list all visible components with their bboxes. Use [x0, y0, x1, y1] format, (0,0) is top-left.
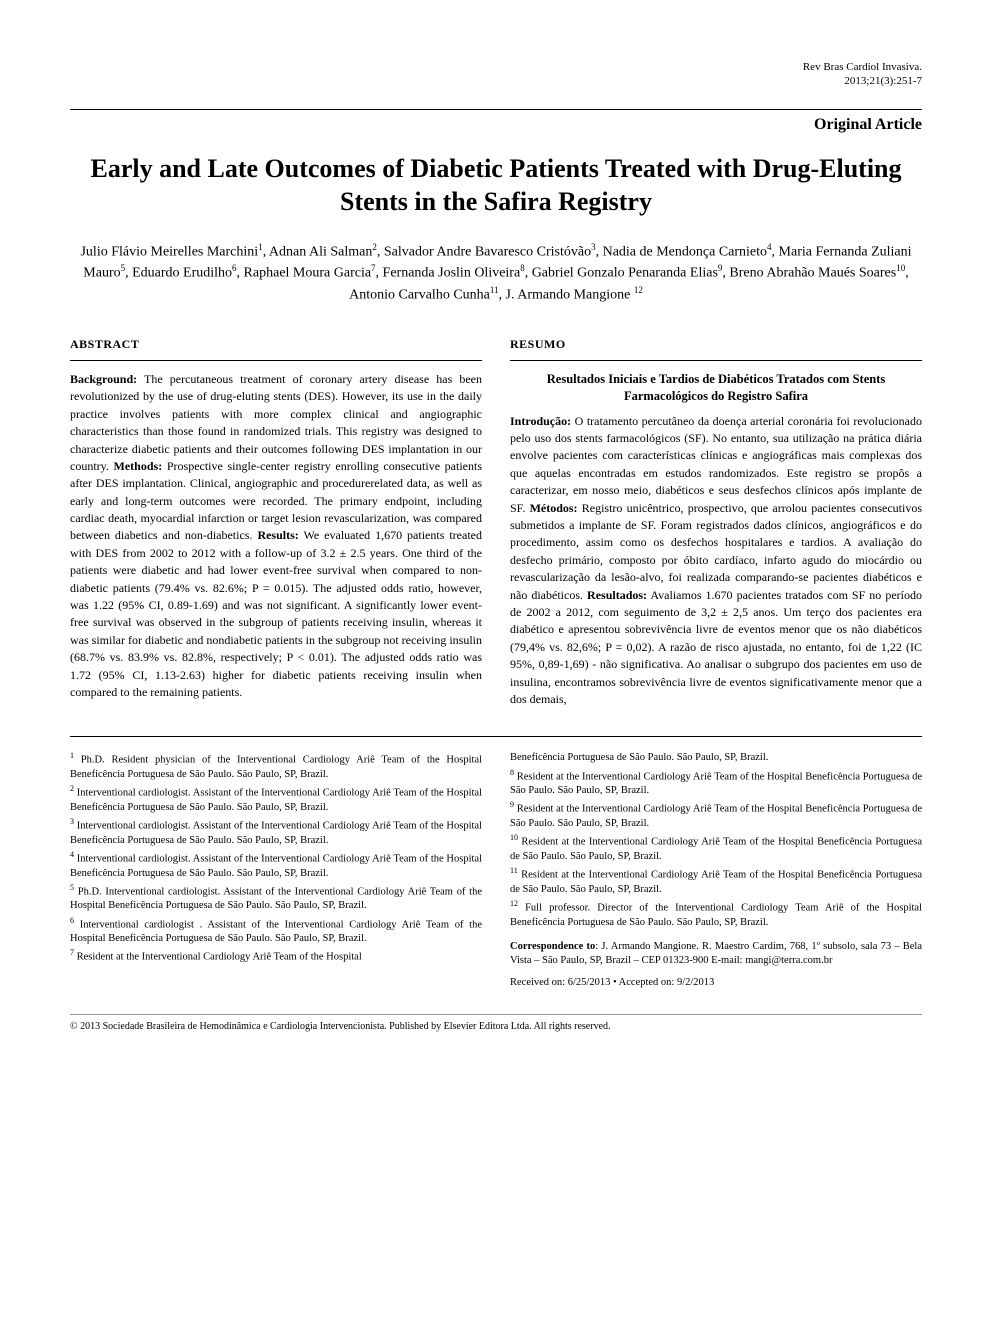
top-rule [70, 109, 922, 110]
authors-list: Julio Flávio Meirelles Marchini1, Adnan … [70, 241, 922, 305]
resumo-rule [510, 360, 922, 361]
affiliation-entry: Beneficência Portuguesa de São Paulo. Sã… [510, 751, 922, 765]
affiliation-entry: 12 Full professor. Director of the Inter… [510, 899, 922, 930]
affiliations-left-column: 1 Ph.D. Resident physician of the Interv… [70, 751, 482, 992]
abstract-rule [70, 360, 482, 361]
abstract-english-column: ABSTRACT Background: The percutaneous tr… [70, 337, 482, 708]
affiliation-entry: 11 Resident at the Interventional Cardio… [510, 866, 922, 897]
affiliations-block: 1 Ph.D. Resident physician of the Interv… [70, 751, 922, 992]
section-label: Original Article [70, 116, 922, 134]
affiliation-entry: 4 Interventional cardiologist. Assistant… [70, 850, 482, 881]
correspondence: Correspondence to: J. Armando Mangione. … [510, 940, 922, 968]
resumo-portuguese-column: RESUMO Resultados Iniciais e Tardios de … [510, 337, 922, 708]
resumo-subtitle: Resultados Iniciais e Tardios de Diabéti… [510, 371, 922, 405]
resumo-body: Introdução: O tratamento percutâneo da d… [510, 413, 922, 709]
affiliation-entry: 8 Resident at the Interventional Cardiol… [510, 768, 922, 799]
affiliation-entry: 9 Resident at the Interventional Cardiol… [510, 800, 922, 831]
affiliation-entry: 10 Resident at the Interventional Cardio… [510, 833, 922, 864]
abstract-heading: ABSTRACT [70, 337, 482, 352]
resumo-heading: RESUMO [510, 337, 922, 352]
journal-reference: Rev Bras Cardiol Invasiva. 2013;21(3):25… [70, 60, 922, 89]
affiliation-entry: 3 Interventional cardiologist. Assistant… [70, 817, 482, 848]
affiliation-entry: 2 Interventional cardiologist. Assistant… [70, 784, 482, 815]
affiliation-entry: 1 Ph.D. Resident physician of the Interv… [70, 751, 482, 782]
affiliations-top-rule [70, 736, 922, 737]
affiliations-right-column: Beneficência Portuguesa de São Paulo. Sã… [510, 751, 922, 992]
journal-ref-line2: 2013;21(3):251-7 [844, 75, 922, 87]
journal-ref-line1: Rev Bras Cardiol Invasiva. [803, 61, 922, 73]
affiliation-entry: 5 Ph.D. Interventional cardiologist. Ass… [70, 883, 482, 914]
abstract-columns: ABSTRACT Background: The percutaneous tr… [70, 337, 922, 708]
article-title: Early and Late Outcomes of Diabetic Pati… [70, 152, 922, 220]
received-accepted-dates: Received on: 6/25/2013 • Accepted on: 9/… [510, 976, 922, 990]
copyright-notice: © 2013 Sociedade Brasileira de Hemodinâm… [70, 1014, 922, 1032]
affiliation-entry: 6 Interventional cardiologist . Assistan… [70, 916, 482, 947]
abstract-body: Background: The percutaneous treatment o… [70, 371, 482, 701]
affiliation-entry: 7 Resident at the Interventional Cardiol… [70, 948, 482, 965]
